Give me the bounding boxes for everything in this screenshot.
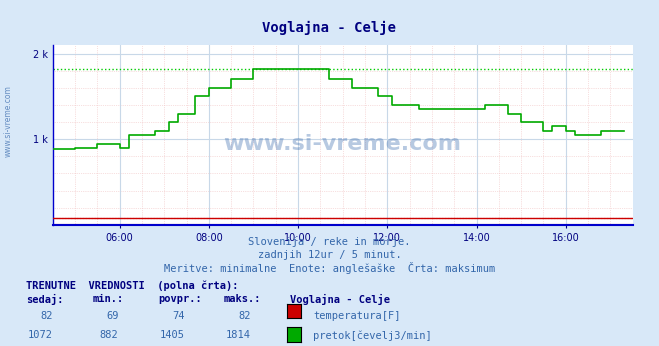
Text: sedaj:: sedaj: [26, 294, 64, 305]
Text: Meritve: minimalne  Enote: anglešaške  Črta: maksimum: Meritve: minimalne Enote: anglešaške Črt… [164, 262, 495, 274]
Text: Voglajna - Celje: Voglajna - Celje [262, 21, 397, 35]
Text: maks.:: maks.: [224, 294, 262, 304]
Text: min.:: min.: [92, 294, 123, 304]
Text: 882: 882 [100, 330, 119, 340]
Text: povpr.:: povpr.: [158, 294, 202, 304]
Text: 1072: 1072 [28, 330, 53, 340]
Text: www.si-vreme.com: www.si-vreme.com [223, 134, 462, 154]
Text: TRENUTNE  VREDNOSTI  (polna črta):: TRENUTNE VREDNOSTI (polna črta): [26, 280, 239, 291]
Text: temperatura[F]: temperatura[F] [313, 311, 401, 321]
Text: 1814: 1814 [225, 330, 250, 340]
Text: 69: 69 [106, 311, 119, 321]
Text: 74: 74 [172, 311, 185, 321]
Text: www.si-vreme.com: www.si-vreme.com [3, 85, 13, 157]
Text: pretok[čevelj3/min]: pretok[čevelj3/min] [313, 330, 432, 341]
Text: 82: 82 [40, 311, 53, 321]
Text: Slovenija / reke in morje.: Slovenija / reke in morje. [248, 237, 411, 247]
Text: zadnjih 12ur / 5 minut.: zadnjih 12ur / 5 minut. [258, 250, 401, 260]
Text: 1405: 1405 [159, 330, 185, 340]
Text: Voglajna - Celje: Voglajna - Celje [290, 294, 390, 305]
Text: 82: 82 [238, 311, 250, 321]
